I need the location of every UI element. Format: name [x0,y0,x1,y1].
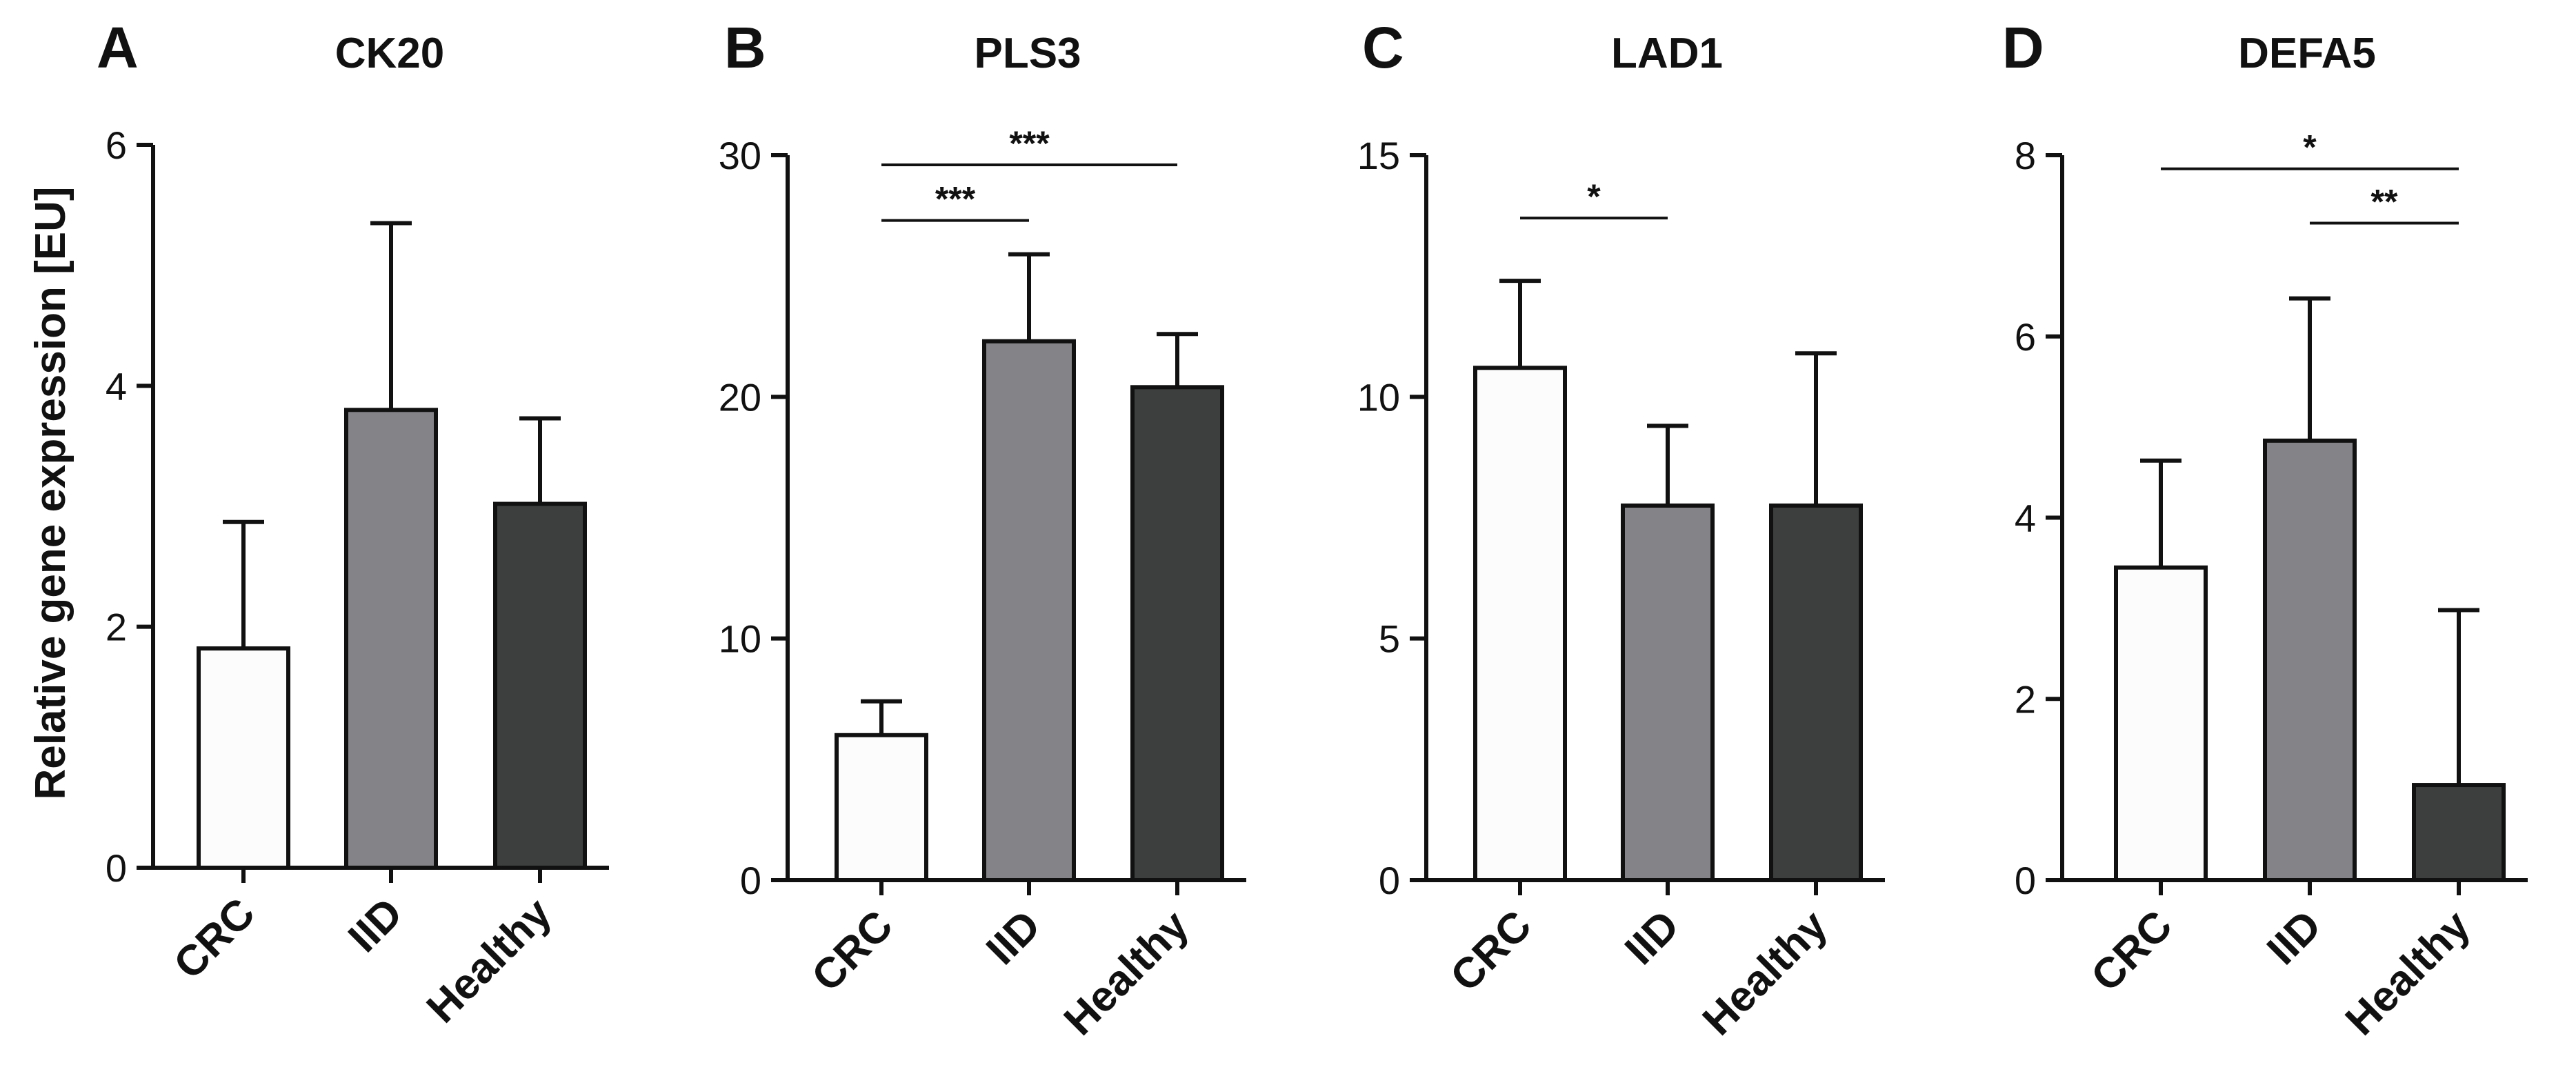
panel-letter: A [97,15,139,80]
category-label: CRC [803,902,902,1001]
category-label: CRC [2082,902,2181,1001]
bar-iid [344,408,438,870]
y-tick-label: 0 [740,859,761,902]
category-label: IID [1616,902,1688,974]
panel-c: C LAD1 CRC IID Healthy 0 5 10 15 * [1357,15,1885,1044]
chart-title: PLS3 [974,30,1081,77]
y-tick-label: 10 [719,617,761,661]
panel-letter: D [2002,15,2044,80]
y-tick-label: 5 [1379,617,1400,661]
bar-healthy [1769,503,1863,882]
y-axis-label: Relative gene expression [EU] [27,187,74,800]
chart-title: CK20 [335,30,445,77]
category-label: IID [977,902,1050,974]
category-label: IID [2258,902,2330,974]
chart-title: LAD1 [1611,30,1723,77]
bar-crc [835,733,928,883]
bar-healthy [2412,783,2506,883]
y-tick-label: 6 [106,123,127,167]
y-tick-label: 15 [1357,134,1400,177]
significance-label: * [1587,177,1601,216]
category-label: Healthy [2337,902,2480,1045]
y-tick-label: 10 [1357,375,1400,419]
category-label: CRC [1441,902,1541,1001]
y-tick-label: 30 [719,134,761,177]
y-tick-label: 4 [2015,497,2036,540]
y-tick-label: 2 [2015,677,2036,721]
bar-iid [2263,438,2357,882]
category-label: CRC [165,889,264,988]
y-tick-label: 6 [2015,315,2036,359]
category-label: IID [339,889,412,962]
chart-title: DEFA5 [2238,30,2376,77]
category-label: Healthy [418,889,561,1033]
panel-b: B PLS3 CRC IID Healthy 0 10 20 30 *** *** [719,15,1246,1044]
y-tick-label: 0 [2015,859,2036,902]
bar-iid [982,339,1076,882]
y-tick-label: 0 [106,846,127,890]
y-tick-label: 8 [2015,134,2036,177]
significance-label: ** [2371,183,2398,221]
panel-letter: C [1362,15,1404,80]
bar-crc [197,646,290,870]
category-label: Healthy [1055,902,1199,1045]
bar-crc [2114,565,2208,882]
significance-label: *** [1009,124,1050,163]
significance-label: *** [935,180,976,219]
y-tick-label: 0 [1379,859,1400,902]
y-tick-label: 20 [719,375,761,419]
y-tick-label: 4 [106,364,127,408]
bar-healthy [1130,385,1224,882]
significance-label: * [2303,128,2317,167]
bar-healthy [493,501,587,870]
category-label: Healthy [1694,902,1837,1045]
panel-letter: B [724,15,766,80]
panel-a: A CK20 CRC IID Healthy 0 2 4 6 [97,15,609,1032]
bar-iid [1621,503,1715,882]
bar-crc [1473,366,1567,882]
y-tick-label: 2 [106,606,127,649]
